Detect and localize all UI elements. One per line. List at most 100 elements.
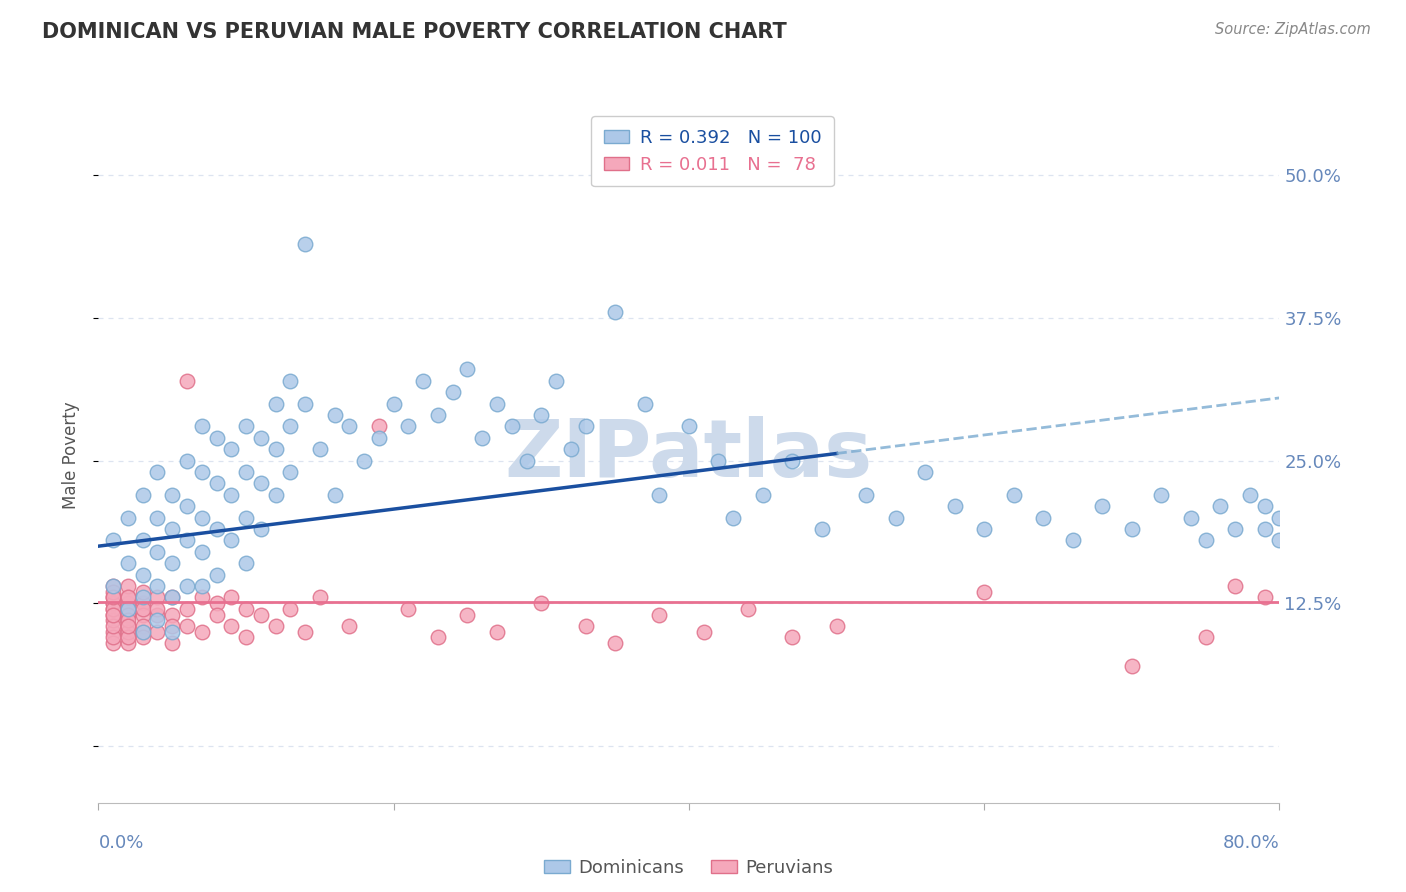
Point <box>191 465 214 479</box>
Point <box>1254 500 1277 514</box>
Point <box>132 567 155 582</box>
Point <box>339 419 360 434</box>
Point <box>162 619 183 633</box>
Y-axis label: Male Poverty: Male Poverty <box>62 401 80 508</box>
Point <box>943 500 966 514</box>
Point <box>427 408 450 422</box>
Point <box>648 488 671 502</box>
Point <box>633 396 655 410</box>
Point <box>146 579 169 593</box>
Point <box>278 419 302 434</box>
Point <box>162 607 183 622</box>
Point <box>205 596 228 610</box>
Point <box>751 488 773 502</box>
Point <box>103 591 125 605</box>
Point <box>560 442 582 457</box>
Point <box>693 624 716 639</box>
Point <box>205 476 228 491</box>
Point <box>501 419 523 434</box>
Point <box>368 419 391 434</box>
Point <box>1195 631 1218 645</box>
Point <box>605 636 627 650</box>
Point <box>456 607 478 622</box>
Point <box>219 533 242 548</box>
Point <box>515 453 537 467</box>
Point <box>219 442 242 457</box>
Point <box>486 396 509 410</box>
Point <box>162 636 183 650</box>
Point <box>146 607 169 622</box>
Point <box>782 631 804 645</box>
Point <box>117 591 139 605</box>
Point <box>1002 488 1025 502</box>
Point <box>1268 533 1291 548</box>
Point <box>339 619 360 633</box>
Point <box>205 431 228 445</box>
Point <box>1195 533 1218 548</box>
Point <box>530 408 553 422</box>
Point <box>278 465 302 479</box>
Point <box>103 624 125 639</box>
Point <box>191 624 214 639</box>
Point <box>396 419 419 434</box>
Point <box>117 619 139 633</box>
Point <box>914 465 936 479</box>
Point <box>117 602 139 616</box>
Point <box>103 613 125 627</box>
Point <box>235 556 257 570</box>
Point <box>235 631 257 645</box>
Point <box>235 419 257 434</box>
Point <box>1254 522 1277 536</box>
Point <box>486 624 509 639</box>
Point <box>396 602 419 616</box>
Point <box>117 619 139 633</box>
Point <box>1091 500 1114 514</box>
Point <box>103 596 125 610</box>
Point <box>323 488 346 502</box>
Point <box>176 602 198 616</box>
Point <box>264 442 287 457</box>
Point <box>162 556 183 570</box>
Point <box>427 631 450 645</box>
Point <box>117 591 139 605</box>
Point <box>382 396 405 410</box>
Point <box>146 545 169 559</box>
Point <box>205 567 228 582</box>
Point <box>176 374 198 388</box>
Point <box>235 465 257 479</box>
Point <box>1223 579 1246 593</box>
Point <box>103 607 125 622</box>
Point <box>278 374 302 388</box>
Point <box>117 636 139 650</box>
Point <box>648 607 671 622</box>
Point <box>117 607 139 622</box>
Point <box>132 591 155 605</box>
Point <box>103 636 125 650</box>
Point <box>146 624 169 639</box>
Point <box>103 607 125 622</box>
Text: ZIPatlas: ZIPatlas <box>505 416 873 494</box>
Point <box>723 510 745 524</box>
Point <box>117 631 139 645</box>
Point <box>191 510 214 524</box>
Point <box>294 624 316 639</box>
Point <box>132 584 155 599</box>
Text: 80.0%: 80.0% <box>1223 834 1279 852</box>
Point <box>368 431 391 445</box>
Point <box>574 419 596 434</box>
Point <box>441 385 464 400</box>
Point <box>132 619 155 633</box>
Point <box>117 579 139 593</box>
Point <box>1121 659 1143 673</box>
Point <box>412 374 434 388</box>
Point <box>117 613 139 627</box>
Point <box>884 510 907 524</box>
Point <box>294 396 316 410</box>
Point <box>132 488 155 502</box>
Point <box>855 488 877 502</box>
Point <box>117 556 139 570</box>
Point <box>162 591 183 605</box>
Point <box>132 624 155 639</box>
Point <box>353 453 375 467</box>
Point <box>103 602 125 616</box>
